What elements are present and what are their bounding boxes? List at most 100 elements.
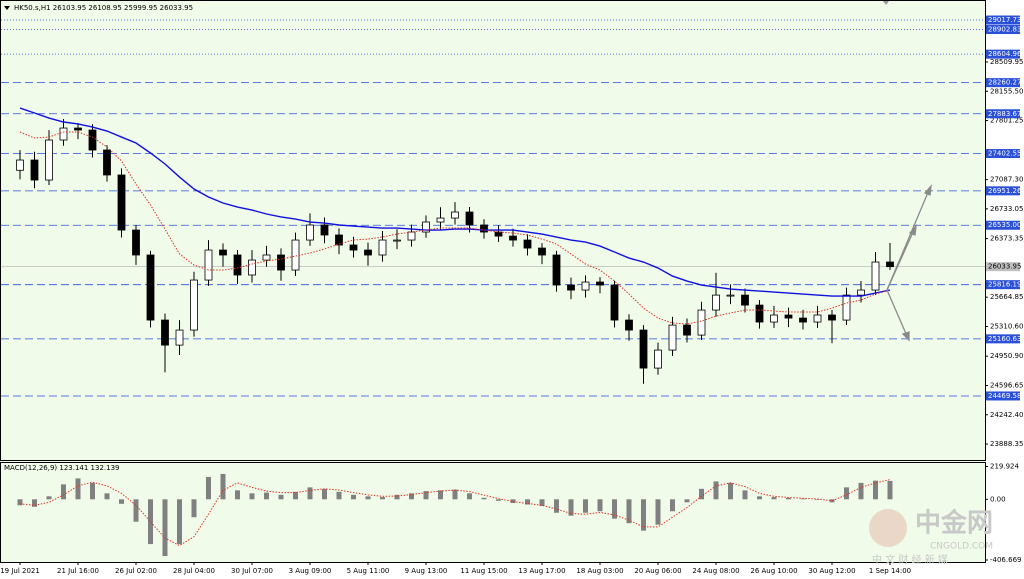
level-label-box	[986, 49, 1020, 59]
menu-arrow	[4, 6, 10, 10]
macd-bar	[177, 499, 182, 545]
candle-body	[451, 211, 459, 219]
candle-body	[668, 324, 677, 351]
x-tick-label: 19 Jul 2021	[0, 567, 40, 575]
y-tick-label: 25664.85	[990, 293, 1023, 301]
candle-body	[857, 289, 865, 296]
watermark-url: CNGOLD.COM	[930, 542, 993, 552]
x-tick-label: 30 Jul 07:00	[231, 567, 273, 575]
y-tick-label: 27801.25	[990, 117, 1023, 125]
macd-signal	[19, 479, 891, 547]
candle-body	[436, 217, 445, 223]
level-label-box	[986, 15, 1020, 25]
x-tick-label: 30 Aug 12:00	[808, 567, 855, 575]
candle-body	[103, 149, 111, 176]
macd-bar	[800, 498, 806, 500]
candle-body	[45, 139, 53, 181]
watermark: 中金网 CNGOLD.COM 中 文 财 经 新 媒	[869, 508, 993, 566]
macd-bar	[409, 493, 414, 500]
candle-body	[552, 254, 561, 286]
candle-body	[828, 314, 836, 321]
candle-body	[335, 234, 343, 246]
macd-bar	[104, 493, 110, 500]
macd-bar	[510, 499, 516, 504]
macd-bar	[452, 489, 458, 500]
macd-bar	[858, 482, 864, 500]
candle-body	[567, 284, 575, 291]
moving-average	[19, 107, 891, 297]
candle-body	[277, 254, 285, 271]
macd-bar	[713, 481, 719, 500]
moving-average	[19, 131, 891, 325]
macd-bar	[583, 499, 588, 513]
level-label-box	[986, 391, 1020, 401]
macd-bar	[394, 494, 400, 500]
candle-body	[509, 235, 517, 241]
macd-bar	[322, 488, 327, 500]
candle-body	[233, 254, 242, 276]
macd-bar	[365, 496, 371, 500]
level-label-box	[986, 334, 1020, 344]
y-tick-label: 23888.35	[990, 440, 1023, 448]
macd-bar	[771, 497, 777, 500]
candle-body	[132, 229, 140, 256]
candle-body	[683, 324, 691, 336]
y-tick-label: 24242.40	[990, 411, 1023, 419]
arrowhead	[901, 331, 910, 342]
x-tick-label: 5 Aug 11:00	[347, 567, 390, 575]
macd-bar	[148, 499, 153, 545]
macd-bar	[612, 499, 617, 519]
candle-body	[407, 231, 416, 241]
macd-bar	[873, 480, 878, 500]
level-label-box	[986, 109, 1020, 119]
candle-body	[175, 329, 184, 346]
macd-label: MACD(12,26,9) 123.141 132.139	[4, 464, 120, 472]
level-label: 28604.96	[988, 50, 1022, 58]
macd-bar	[786, 497, 791, 500]
macd-bar	[554, 499, 559, 513]
candle-body	[886, 261, 894, 268]
candle-body	[146, 254, 155, 321]
current-price-label: 26033.95	[988, 263, 1021, 271]
candle-body	[494, 231, 503, 237]
candle-body	[770, 314, 778, 323]
x-tick-label: 13 Aug 17:00	[518, 567, 565, 575]
y-tick-label: 26373.35	[990, 235, 1023, 243]
macd-bar	[742, 490, 748, 500]
candle-body	[262, 254, 271, 261]
candle-body	[88, 129, 97, 151]
candle-body	[755, 304, 764, 323]
macd-bar	[641, 499, 646, 531]
macd-bar	[220, 473, 226, 500]
candle-body	[16, 159, 24, 171]
macd-bar	[75, 478, 81, 500]
y-tick-label: 26733.05	[990, 205, 1023, 213]
current-price-box	[986, 262, 1020, 272]
macd-bar	[380, 497, 385, 500]
level-label: 24469.58	[988, 392, 1021, 400]
macd-bar	[626, 499, 632, 524]
candle-body	[654, 349, 662, 369]
level-label-box	[986, 149, 1020, 159]
macd-bar	[525, 499, 530, 505]
macd-bar	[481, 497, 487, 500]
macd-bar	[496, 499, 501, 501]
candle-body	[871, 261, 880, 291]
level-label: 28902.83	[988, 26, 1021, 34]
arrow-down	[886, 289, 908, 337]
macd-tick-label: 0.00	[990, 495, 1006, 503]
macd-bar	[17, 499, 23, 506]
y-tick-label: 25310.60	[990, 322, 1023, 330]
macd-bar	[423, 491, 429, 500]
level-label-box	[986, 280, 1020, 290]
chart-header: HK50.s,H1 26103.95 26108.95 25999.95 260…	[14, 4, 193, 12]
candle-body	[393, 239, 401, 242]
y-tick-label: 28155.50	[990, 87, 1023, 95]
candle-body	[349, 244, 358, 251]
macd-bar	[728, 482, 733, 500]
x-tick-label: 18 Aug 03:00	[576, 567, 623, 575]
candle-body	[248, 259, 256, 276]
arrow-up-short	[886, 229, 915, 291]
